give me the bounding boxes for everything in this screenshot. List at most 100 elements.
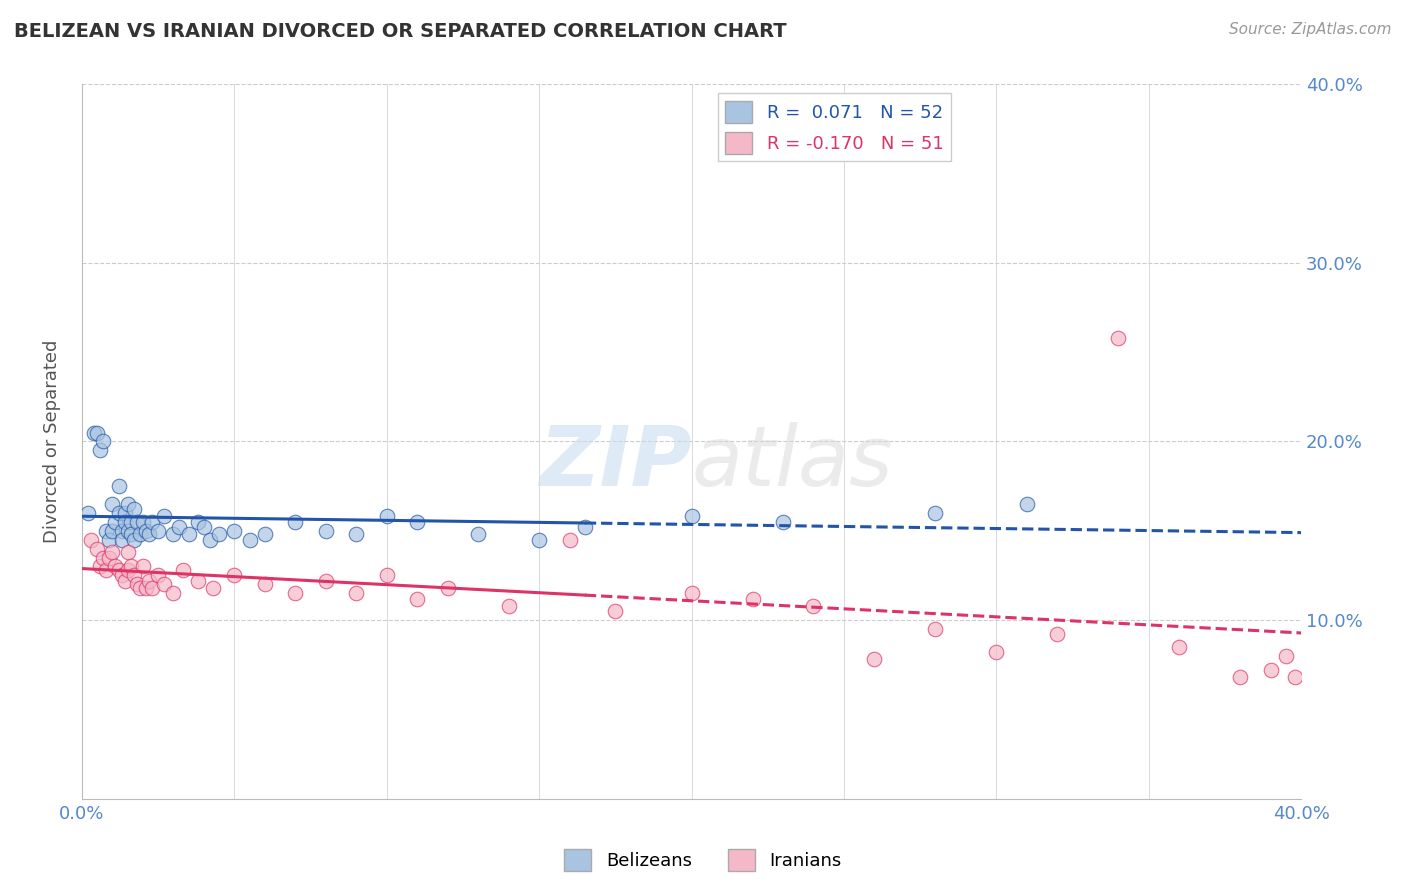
Point bbox=[89, 443, 111, 458]
Point bbox=[153, 509, 176, 524]
Point bbox=[605, 604, 627, 618]
Point bbox=[558, 533, 581, 547]
Point bbox=[208, 527, 231, 541]
Point bbox=[91, 434, 114, 449]
Point bbox=[114, 506, 136, 520]
Point bbox=[924, 506, 946, 520]
Point bbox=[187, 515, 209, 529]
Point bbox=[1046, 627, 1069, 641]
Point bbox=[117, 563, 139, 577]
Point bbox=[681, 509, 703, 524]
Point bbox=[122, 568, 145, 582]
Point bbox=[406, 591, 429, 606]
Point bbox=[375, 509, 398, 524]
Point bbox=[91, 550, 114, 565]
Point bbox=[315, 524, 337, 538]
Point bbox=[986, 645, 1008, 659]
Point bbox=[101, 524, 124, 538]
Point bbox=[803, 599, 825, 613]
Point bbox=[146, 568, 169, 582]
Point bbox=[344, 527, 367, 541]
Point bbox=[315, 574, 337, 588]
Point bbox=[1015, 497, 1038, 511]
Point bbox=[86, 425, 108, 440]
Text: atlas: atlas bbox=[692, 423, 893, 503]
Point bbox=[120, 559, 142, 574]
Point bbox=[122, 533, 145, 547]
Point bbox=[527, 533, 550, 547]
Point bbox=[193, 520, 215, 534]
Point bbox=[467, 527, 489, 541]
Point bbox=[141, 581, 163, 595]
Point bbox=[574, 520, 596, 534]
Point bbox=[138, 574, 160, 588]
Point bbox=[120, 527, 142, 541]
Point bbox=[132, 515, 155, 529]
Point bbox=[1168, 640, 1191, 654]
Point bbox=[117, 524, 139, 538]
Point bbox=[177, 527, 200, 541]
Point bbox=[110, 533, 132, 547]
Text: ZIP: ZIP bbox=[538, 423, 692, 503]
Point bbox=[117, 497, 139, 511]
Point bbox=[117, 545, 139, 559]
Point bbox=[101, 497, 124, 511]
Point bbox=[239, 533, 262, 547]
Point bbox=[98, 550, 121, 565]
Point bbox=[125, 577, 148, 591]
Point bbox=[202, 581, 225, 595]
Point bbox=[146, 524, 169, 538]
Point bbox=[96, 563, 118, 577]
Point bbox=[863, 652, 886, 666]
Point bbox=[98, 533, 121, 547]
Point bbox=[1229, 670, 1251, 684]
Point bbox=[924, 622, 946, 636]
Point bbox=[436, 581, 458, 595]
Point bbox=[89, 559, 111, 574]
Point bbox=[198, 533, 221, 547]
Point bbox=[344, 586, 367, 600]
Point bbox=[284, 586, 307, 600]
Point bbox=[96, 524, 118, 538]
Point bbox=[104, 559, 127, 574]
Point bbox=[375, 568, 398, 582]
Legend: R =  0.071   N = 52, R = -0.170   N = 51: R = 0.071 N = 52, R = -0.170 N = 51 bbox=[718, 94, 950, 161]
Point bbox=[101, 545, 124, 559]
Point bbox=[138, 527, 160, 541]
Point bbox=[114, 515, 136, 529]
Point bbox=[406, 515, 429, 529]
Point bbox=[80, 533, 103, 547]
Point bbox=[120, 515, 142, 529]
Point bbox=[128, 581, 150, 595]
Point bbox=[284, 515, 307, 529]
Point bbox=[135, 581, 157, 595]
Point bbox=[187, 574, 209, 588]
Point bbox=[498, 599, 520, 613]
Point bbox=[1275, 648, 1298, 663]
Point bbox=[772, 515, 794, 529]
Point bbox=[83, 425, 105, 440]
Point bbox=[110, 568, 132, 582]
Point bbox=[135, 524, 157, 538]
Point bbox=[1284, 670, 1306, 684]
Point bbox=[132, 559, 155, 574]
Point bbox=[107, 506, 129, 520]
Y-axis label: Divorced or Separated: Divorced or Separated bbox=[44, 340, 60, 543]
Point bbox=[162, 586, 184, 600]
Point bbox=[110, 524, 132, 538]
Legend: Belizeans, Iranians: Belizeans, Iranians bbox=[557, 842, 849, 879]
Text: Source: ZipAtlas.com: Source: ZipAtlas.com bbox=[1229, 22, 1392, 37]
Point bbox=[741, 591, 763, 606]
Point bbox=[1107, 331, 1129, 345]
Point bbox=[162, 527, 184, 541]
Point bbox=[141, 515, 163, 529]
Point bbox=[1260, 663, 1282, 677]
Point bbox=[681, 586, 703, 600]
Point bbox=[224, 524, 246, 538]
Text: BELIZEAN VS IRANIAN DIVORCED OR SEPARATED CORRELATION CHART: BELIZEAN VS IRANIAN DIVORCED OR SEPARATE… bbox=[14, 22, 787, 41]
Point bbox=[169, 520, 191, 534]
Point bbox=[125, 515, 148, 529]
Point bbox=[122, 502, 145, 516]
Point bbox=[253, 577, 276, 591]
Point bbox=[107, 479, 129, 493]
